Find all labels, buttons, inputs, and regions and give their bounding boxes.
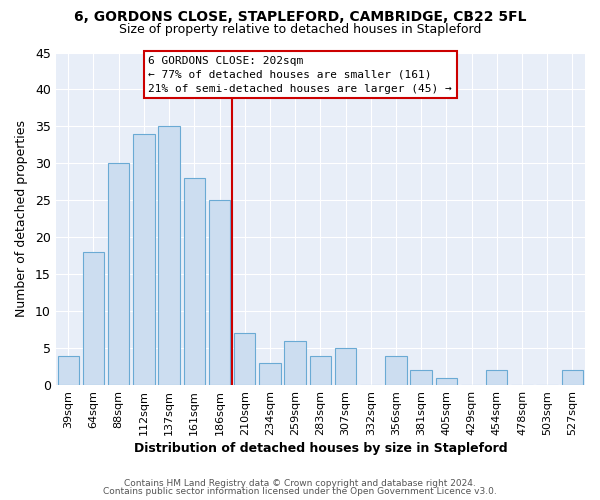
Bar [410, 370, 432, 385]
Text: Contains public sector information licensed under the Open Government Licence v3: Contains public sector information licen… [103, 487, 497, 496]
Bar [58, 356, 79, 385]
Y-axis label: Number of detached properties: Number of detached properties [15, 120, 28, 318]
Bar [335, 348, 356, 385]
Text: 6 GORDONS CLOSE: 202sqm
← 77% of detached houses are smaller (161)
21% of semi-d: 6 GORDONS CLOSE: 202sqm ← 77% of detache… [148, 56, 452, 94]
Bar [259, 363, 281, 385]
Bar [234, 334, 256, 385]
X-axis label: Distribution of detached houses by size in Stapleford: Distribution of detached houses by size … [134, 442, 507, 455]
Bar [284, 340, 306, 385]
Bar [436, 378, 457, 385]
Bar [209, 200, 230, 385]
Text: Contains HM Land Registry data © Crown copyright and database right 2024.: Contains HM Land Registry data © Crown c… [124, 478, 476, 488]
Bar [83, 252, 104, 385]
Text: 6, GORDONS CLOSE, STAPLEFORD, CAMBRIDGE, CB22 5FL: 6, GORDONS CLOSE, STAPLEFORD, CAMBRIDGE,… [74, 10, 526, 24]
Bar [133, 134, 155, 385]
Bar [385, 356, 407, 385]
Bar [562, 370, 583, 385]
Text: Size of property relative to detached houses in Stapleford: Size of property relative to detached ho… [119, 22, 481, 36]
Bar [158, 126, 180, 385]
Bar [310, 356, 331, 385]
Bar [108, 164, 130, 385]
Bar [486, 370, 508, 385]
Bar [184, 178, 205, 385]
